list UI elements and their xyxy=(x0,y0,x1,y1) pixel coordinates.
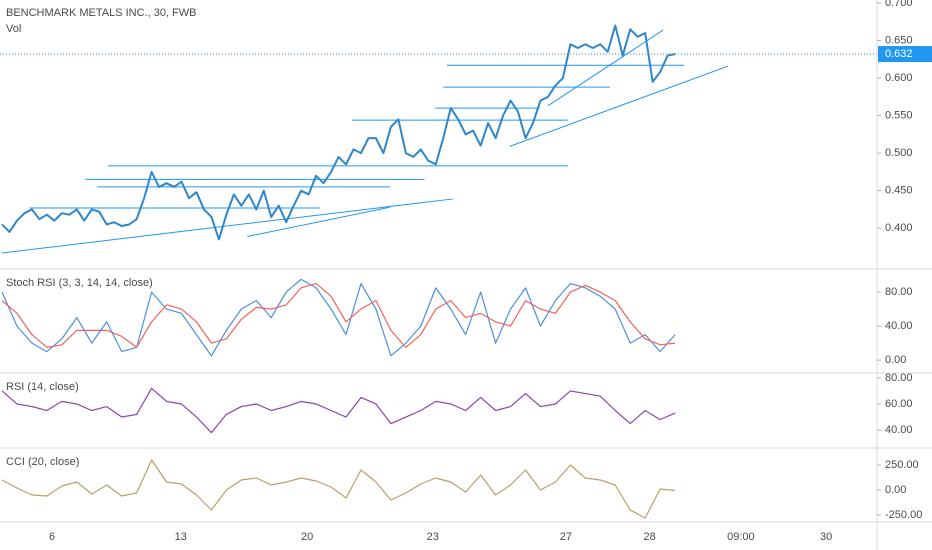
last-price-label: 0.632 xyxy=(885,48,913,60)
y-tick-label: 40.00 xyxy=(885,320,913,332)
y-tick-label: 80.00 xyxy=(885,372,913,384)
x-tick-label: 28 xyxy=(644,531,656,543)
label-layer: 6 13 20 23 27 28 09:00 30 BENCHMARK METALS INC.,… xyxy=(6,0,932,543)
y-tick-label: 0.500 xyxy=(885,147,913,159)
trend-line xyxy=(547,29,664,107)
x-tick-label: 30 xyxy=(820,531,832,543)
y-tick-label: 0.550 xyxy=(885,110,913,122)
last-price-tag xyxy=(878,46,932,63)
y-tick-label: 0.450 xyxy=(885,185,913,197)
y-tick-label: -250.00 xyxy=(885,509,922,521)
x-tick-label: 20 xyxy=(301,531,313,543)
y-tick-label: 0.700 xyxy=(885,0,913,9)
x-tick-label: 27 xyxy=(560,531,572,543)
y-tick-label: 80.00 xyxy=(885,286,913,298)
pane-subtitle: Vol xyxy=(6,23,21,35)
x-tick-label: 6 xyxy=(49,531,55,543)
series-line xyxy=(1,459,676,519)
trend-line xyxy=(247,206,391,237)
y-tick-label: 0.400 xyxy=(885,222,913,234)
y-tick-label: 0.00 xyxy=(885,354,906,366)
series-line xyxy=(1,387,676,434)
trend-line xyxy=(509,65,729,147)
x-tick-label: 23 xyxy=(427,531,439,543)
x-tick-label: 09:00 xyxy=(727,531,755,543)
y-tick-label: 0.650 xyxy=(885,34,913,46)
trend-line xyxy=(1,198,454,254)
pane-title: RSI (14, close) xyxy=(6,381,79,393)
pane-title: BENCHMARK METALS INC., 30, FWB xyxy=(6,7,197,19)
pane-title: CCI (20, close) xyxy=(6,456,79,468)
series-line xyxy=(1,278,676,357)
x-tick-label: 13 xyxy=(175,531,187,543)
series-line xyxy=(1,24,676,241)
mark-layer xyxy=(0,24,877,519)
y-tick-label: 0.600 xyxy=(885,72,913,84)
series-line xyxy=(1,283,676,348)
y-tick-label: 60.00 xyxy=(885,398,913,410)
y-tick-label: 40.00 xyxy=(885,424,913,436)
pane-title: Stoch RSI (3, 3, 14, 14, close) xyxy=(6,277,153,289)
y-tick-label: 250.00 xyxy=(885,459,919,471)
y-tick-label: 0.00 xyxy=(885,484,906,496)
